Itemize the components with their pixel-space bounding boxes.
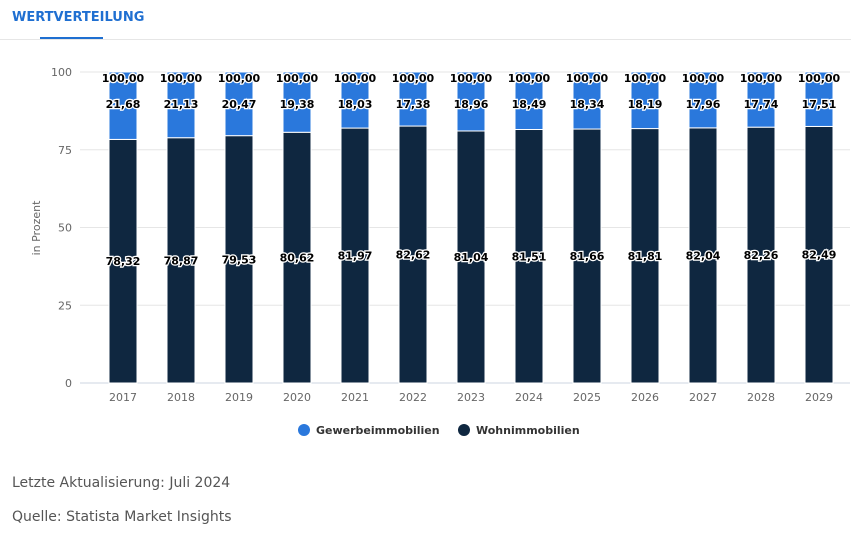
bar-gewerbeimmobilien bbox=[398, 71, 428, 127]
data-label-wohnimmobilien: 81,97 bbox=[338, 250, 373, 263]
total-label: 100,00 bbox=[740, 72, 783, 85]
bar-gewerbeimmobilien bbox=[572, 71, 602, 130]
bar-gewerbeimmobilien bbox=[630, 71, 660, 130]
y-axis-label: in Prozent bbox=[30, 200, 43, 255]
data-label-gewerbeimmobilien: 17,38 bbox=[396, 98, 431, 111]
total-label: 100,00 bbox=[276, 72, 319, 85]
y-tick-label: 100 bbox=[51, 66, 72, 79]
bar-gewerbeimmobilien bbox=[224, 71, 254, 137]
bar-wohnimmobilien bbox=[688, 127, 718, 384]
data-label-wohnimmobilien: 79,53 bbox=[222, 253, 257, 266]
bar-gewerbeimmobilien bbox=[746, 71, 776, 128]
data-label-gewerbeimmobilien: 21,68 bbox=[106, 98, 141, 111]
bar-gewerbeimmobilien bbox=[340, 71, 370, 129]
tab-wertverteilung[interactable]: WERTVERTEILUNG bbox=[12, 10, 145, 25]
legend-marker bbox=[458, 424, 470, 436]
bar-wohnimmobilien bbox=[746, 126, 776, 384]
data-label-wohnimmobilien: 78,87 bbox=[164, 254, 199, 267]
x-tick-label: 2025 bbox=[573, 391, 601, 404]
x-tick-label: 2019 bbox=[225, 391, 253, 404]
bar-wohnimmobilien bbox=[398, 125, 428, 384]
total-label: 100,00 bbox=[160, 72, 203, 85]
active-tab-indicator bbox=[40, 37, 103, 40]
x-tick-label: 2022 bbox=[399, 391, 427, 404]
data-label-wohnimmobilien: 78,32 bbox=[106, 255, 141, 268]
x-tick-label: 2017 bbox=[109, 391, 137, 404]
data-label-gewerbeimmobilien: 18,34 bbox=[570, 98, 605, 111]
total-label: 100,00 bbox=[566, 72, 609, 85]
bar-wohnimmobilien bbox=[572, 128, 602, 384]
y-tick-label: 50 bbox=[58, 222, 72, 235]
total-label: 100,00 bbox=[450, 72, 493, 85]
data-label-wohnimmobilien: 81,04 bbox=[454, 251, 489, 264]
y-tick-label: 0 bbox=[65, 377, 72, 390]
data-label-gewerbeimmobilien: 21,13 bbox=[164, 98, 199, 111]
total-label: 100,00 bbox=[508, 72, 551, 85]
x-tick-label: 2018 bbox=[167, 391, 195, 404]
bar-wohnimmobilien bbox=[630, 128, 660, 384]
data-label-gewerbeimmobilien: 18,19 bbox=[628, 98, 663, 111]
data-label-wohnimmobilien: 82,62 bbox=[396, 249, 431, 262]
x-tick-label: 2021 bbox=[341, 391, 369, 404]
bar-wohnimmobilien bbox=[456, 130, 486, 384]
x-tick-label: 2020 bbox=[283, 391, 311, 404]
x-tick-label: 2024 bbox=[515, 391, 543, 404]
data-label-wohnimmobilien: 81,81 bbox=[628, 250, 663, 263]
total-label: 100,00 bbox=[218, 72, 261, 85]
bar-gewerbeimmobilien bbox=[166, 71, 196, 139]
data-label-wohnimmobilien: 80,62 bbox=[280, 252, 315, 265]
x-tick-label: 2028 bbox=[747, 391, 775, 404]
last-updated: Letzte Aktualisierung: Juli 2024 bbox=[12, 475, 231, 491]
bar-gewerbeimmobilien bbox=[688, 71, 718, 129]
x-tick-label: 2029 bbox=[805, 391, 833, 404]
data-label-wohnimmobilien: 81,51 bbox=[512, 250, 547, 263]
data-label-gewerbeimmobilien: 18,03 bbox=[338, 98, 373, 111]
bar-gewerbeimmobilien bbox=[108, 71, 138, 140]
legend-marker bbox=[298, 424, 310, 436]
total-label: 100,00 bbox=[624, 72, 667, 85]
y-tick-label: 75 bbox=[58, 144, 72, 157]
total-label: 100,00 bbox=[798, 72, 841, 85]
legend-label: Wohnimmobilien bbox=[476, 424, 580, 437]
data-label-gewerbeimmobilien: 17,74 bbox=[744, 98, 779, 111]
bar-gewerbeimmobilien bbox=[514, 71, 544, 131]
x-tick-label: 2026 bbox=[631, 391, 659, 404]
data-label-wohnimmobilien: 82,04 bbox=[686, 249, 721, 262]
bar-wohnimmobilien bbox=[804, 125, 834, 384]
data-label-gewerbeimmobilien: 18,49 bbox=[512, 98, 547, 111]
stacked-bar-chart: 0 25 50 75 100 in Prozent 78,32 21,68 100,00 2017… bbox=[30, 66, 850, 437]
source: Quelle: Statista Market Insights bbox=[12, 509, 232, 525]
y-tick-label: 25 bbox=[58, 299, 72, 312]
bar-gewerbeimmobilien bbox=[282, 71, 312, 133]
total-label: 100,00 bbox=[102, 72, 145, 85]
tab-divider bbox=[0, 39, 851, 40]
total-label: 100,00 bbox=[334, 72, 377, 85]
bar-gewerbeimmobilien bbox=[804, 71, 834, 127]
data-label-wohnimmobilien: 82,26 bbox=[744, 249, 779, 262]
total-label: 100,00 bbox=[682, 72, 725, 85]
x-tick-label: 2023 bbox=[457, 391, 485, 404]
data-label-gewerbeimmobilien: 17,96 bbox=[686, 98, 721, 111]
data-label-gewerbeimmobilien: 20,47 bbox=[222, 98, 257, 111]
bar-gewerbeimmobilien bbox=[456, 71, 486, 132]
legend-label: Gewerbeimmobilien bbox=[316, 424, 440, 437]
data-label-gewerbeimmobilien: 19,38 bbox=[280, 98, 315, 111]
data-label-wohnimmobilien: 82,49 bbox=[802, 249, 837, 262]
x-tick-label: 2027 bbox=[689, 391, 717, 404]
data-label-wohnimmobilien: 81,66 bbox=[570, 250, 605, 263]
data-label-gewerbeimmobilien: 18,96 bbox=[454, 98, 489, 111]
bar-wohnimmobilien bbox=[282, 131, 312, 384]
bar-wohnimmobilien bbox=[514, 129, 544, 384]
data-label-gewerbeimmobilien: 17,51 bbox=[802, 98, 837, 111]
total-label: 100,00 bbox=[392, 72, 435, 85]
bar-wohnimmobilien bbox=[166, 137, 196, 384]
bar-wohnimmobilien bbox=[224, 135, 254, 384]
